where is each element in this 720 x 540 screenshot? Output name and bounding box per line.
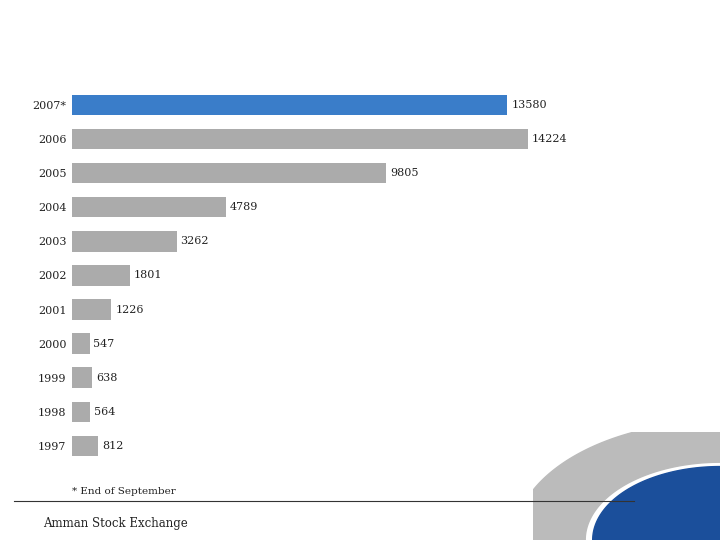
- Bar: [72, 129, 528, 149]
- Bar: [72, 436, 98, 456]
- Bar: [72, 197, 225, 218]
- Text: 3262: 3262: [181, 237, 209, 246]
- Text: 812: 812: [102, 441, 123, 451]
- Bar: [72, 94, 508, 115]
- Text: 564: 564: [94, 407, 115, 417]
- Polygon shape: [593, 467, 720, 540]
- Polygon shape: [514, 421, 720, 540]
- Text: 14224: 14224: [532, 134, 567, 144]
- Text: 4789: 4789: [230, 202, 258, 212]
- Text: 13580: 13580: [511, 100, 546, 110]
- Text: 1226: 1226: [115, 305, 144, 314]
- Text: 638: 638: [96, 373, 117, 383]
- Text: 9805: 9805: [390, 168, 419, 178]
- Bar: [72, 231, 176, 252]
- Text: 1801: 1801: [134, 271, 162, 280]
- Bar: [72, 402, 90, 422]
- Bar: [72, 265, 130, 286]
- Bar: [72, 163, 387, 183]
- Bar: [72, 368, 92, 388]
- Bar: [72, 333, 89, 354]
- Text: * End of September: * End of September: [72, 487, 176, 496]
- Text: Amman Stock Exchange: Amman Stock Exchange: [43, 516, 188, 530]
- Bar: [72, 299, 112, 320]
- Text: Average Daily No. of Transactions: Average Daily No. of Transactions: [120, 23, 600, 50]
- Text: 547: 547: [94, 339, 114, 349]
